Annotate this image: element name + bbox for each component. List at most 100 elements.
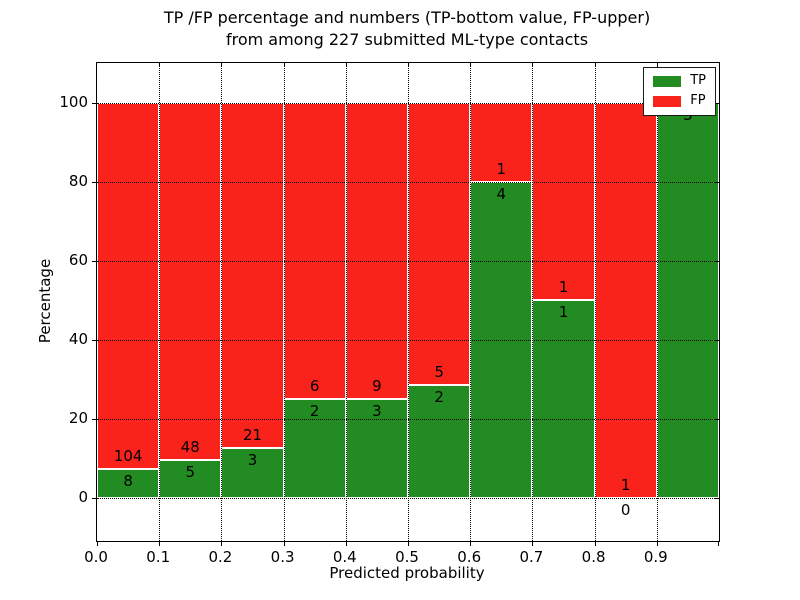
- x-tick-mark: [97, 541, 98, 546]
- x-tick-mark: [718, 541, 719, 546]
- bar-segment-fp: [97, 102, 160, 470]
- y-tick-label: 60: [68, 250, 88, 269]
- bar-segment-fp: [221, 102, 284, 449]
- bar-segment-fp: [283, 102, 346, 399]
- x-tick-label: 0.5: [395, 548, 419, 566]
- bar-segment-fp: [594, 102, 657, 498]
- gridline-horizontal: [97, 102, 719, 104]
- bar-count-label-fp: 104: [113, 447, 143, 466]
- bar-segment-tp: [408, 384, 471, 498]
- ticks-layer: [92, 63, 719, 546]
- bar-count-label-fp: 1: [620, 475, 631, 494]
- gridline-horizontal: [97, 418, 719, 420]
- y-tick-mark-right: [715, 181, 719, 183]
- gridline-horizontal: [97, 497, 719, 499]
- bar-count-label-tp: 4: [496, 184, 507, 203]
- y-tick-mark: [92, 181, 97, 183]
- y-tick-mark-right: [715, 260, 719, 262]
- x-axis-label: Predicted probability: [329, 564, 485, 582]
- gridline-horizontal: [97, 339, 719, 341]
- bar-count-label-fp: 1: [496, 159, 507, 178]
- x-tick-mark-top: [656, 63, 658, 67]
- x-tick-label: 0.7: [519, 548, 544, 566]
- x-tick-mark: [408, 541, 409, 546]
- bar-count-label-tp: 8: [123, 472, 133, 491]
- gridline-vertical: [159, 63, 161, 541]
- chart-title-line1: TP /FP percentage and numbers (TP-bottom…: [163, 8, 651, 27]
- y-tick-mark: [92, 102, 97, 104]
- bar-count-label-tp: 2: [309, 401, 320, 420]
- gridline-vertical: [532, 63, 534, 541]
- x-tick-label: 0.2: [208, 548, 233, 566]
- bar-segment-tp: [97, 469, 160, 498]
- x-tick-mark-top: [408, 63, 409, 67]
- y-tick-label: 100: [59, 92, 88, 111]
- y-tick-mark-right: [715, 339, 719, 341]
- x-tick-label: 0.0: [84, 548, 108, 566]
- x-tick-mark: [283, 541, 285, 546]
- bar-count-label-tp: 3: [372, 401, 382, 420]
- y-tick-label: 20: [68, 408, 88, 427]
- gridline-vertical: [408, 63, 409, 541]
- bar-segment-fp: [470, 102, 533, 182]
- legend: TP FP: [643, 67, 716, 116]
- chart-title: TP /FP percentage and numbers (TP-bottom…: [96, 7, 718, 51]
- bar-count-label-tp: 3: [247, 451, 258, 470]
- gridline-vertical: [283, 63, 285, 541]
- y-tick-label: 80: [68, 171, 88, 190]
- x-tick-mark: [470, 541, 472, 546]
- bar-count-label-fp: 48: [180, 438, 200, 457]
- x-tick-mark-top: [159, 63, 161, 67]
- bar-segment-fp: [159, 102, 222, 461]
- x-tick-label: 0.8: [581, 548, 606, 566]
- y-tick-label: 0: [78, 487, 88, 506]
- y-tick-mark: [92, 497, 97, 499]
- x-tick-mark: [532, 541, 534, 546]
- legend-swatch-tp-icon: [653, 75, 682, 87]
- bar-count-label-fp: 5: [434, 362, 444, 381]
- bars-layer: [97, 63, 719, 541]
- legend-label-fp: FP: [690, 93, 706, 108]
- x-tick-mark: [345, 541, 347, 546]
- y-tick-mark: [92, 418, 97, 420]
- bar-count-label-fp: 9: [372, 376, 382, 395]
- chart-title-line2: from among 227 submitted ML-type contact…: [225, 30, 589, 49]
- x-tick-mark-top: [283, 63, 285, 67]
- legend-item-fp: FP: [653, 94, 706, 108]
- y-tick-label: 40: [68, 329, 88, 348]
- gridline-vertical: [470, 63, 472, 541]
- x-tick-mark-top: [594, 63, 596, 67]
- gridline-horizontal: [97, 181, 719, 183]
- gridline-horizontal: [97, 260, 719, 262]
- y-tick-mark-right: [715, 418, 719, 420]
- x-tick-mark: [656, 541, 658, 546]
- gridline-vertical: [221, 63, 223, 541]
- x-tick-mark: [221, 541, 223, 546]
- x-tick-label: 0.1: [146, 548, 171, 566]
- y-tick-mark-right: [715, 497, 719, 499]
- bar-count-label-fp: 1: [558, 278, 569, 297]
- x-tick-label: 0.6: [457, 548, 482, 566]
- gridline-vertical: [656, 63, 658, 541]
- legend-item-tp: TP: [653, 74, 706, 88]
- y-tick-mark: [92, 339, 97, 341]
- y-tick-mark: [92, 260, 97, 262]
- x-tick-mark-top: [345, 63, 347, 67]
- bar-count-label-fp: 21: [242, 426, 263, 445]
- x-tick-label: 0.9: [643, 548, 668, 566]
- legend-label-tp: TP: [690, 73, 706, 88]
- bar-segment-fp: [408, 102, 471, 385]
- bar-count-label-fp: 6: [309, 376, 320, 395]
- plot-area: 10484852136293521411103 TP FP: [92, 62, 720, 546]
- x-tick-mark-top: [532, 63, 534, 67]
- x-tick-mark-top: [221, 63, 223, 67]
- x-tick-mark-top: [470, 63, 472, 67]
- gridline-vertical: [594, 63, 596, 541]
- bar-count-label-tp: 5: [185, 463, 196, 482]
- gridlines-layer: [97, 63, 719, 541]
- y-tick-mark-right: [715, 102, 719, 104]
- bar-segment-fp: [345, 102, 408, 399]
- x-tick-label: 0.4: [332, 548, 357, 566]
- gridline-vertical: [345, 63, 347, 541]
